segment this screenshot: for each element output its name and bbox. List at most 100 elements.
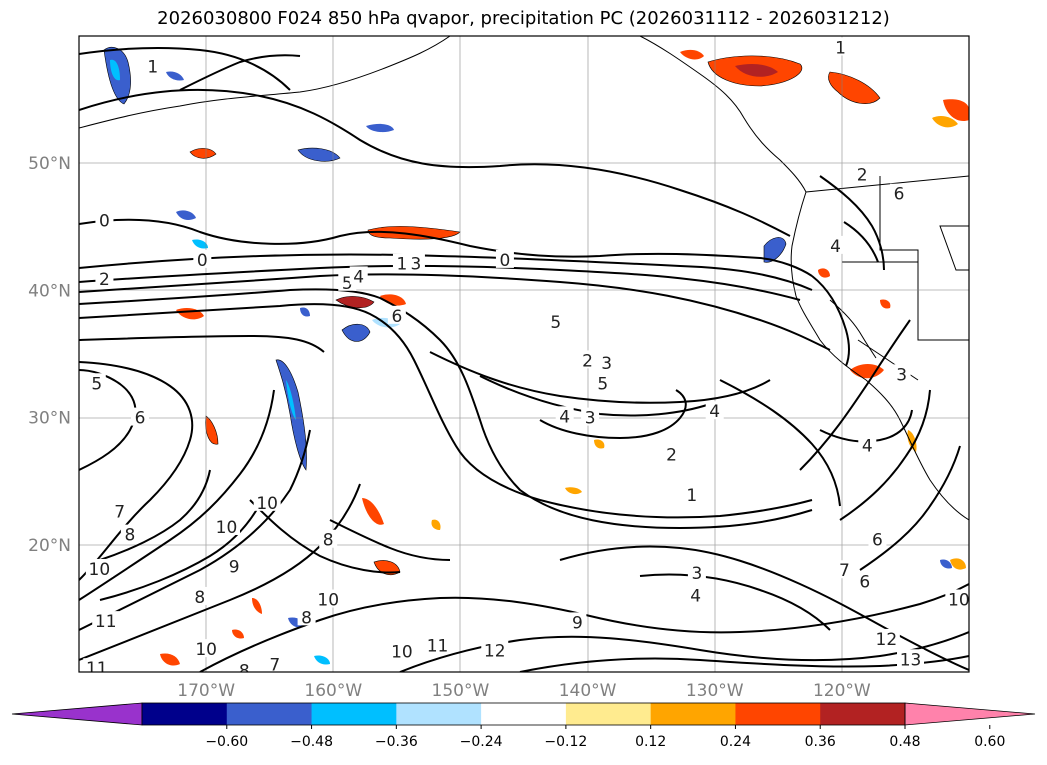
contour-label: 12: [484, 641, 506, 661]
contour-label-bg: [87, 373, 106, 392]
contour-label: 10: [216, 518, 238, 538]
contour-label: 1: [686, 486, 697, 506]
map-title: 2026030800 F024 850 hPa qvapor, precipit…: [157, 8, 890, 29]
contour-label-bg: [424, 635, 452, 654]
contour-label: 3: [411, 255, 422, 275]
longitude-labels: 170°W 160°W 150°W 140°W 130°W 120°W: [177, 681, 871, 701]
contour-label: 9: [572, 613, 583, 633]
contour-label: 5: [550, 313, 561, 333]
contour-label: 11: [86, 659, 108, 679]
contour-label: 8: [323, 531, 334, 551]
contour-label-bg: [687, 562, 706, 581]
colorbar-tick-label: −0.60: [205, 734, 248, 750]
contour-label: 4: [559, 407, 570, 427]
contour-label-bg: [143, 56, 162, 75]
colorbar-extend-max: [904, 702, 1036, 726]
contour-label: 13: [900, 650, 922, 670]
contour-label: 10: [89, 560, 111, 580]
contour-label: 6: [859, 573, 870, 593]
contour-label-bg: [945, 589, 969, 608]
contour-label-bg: [872, 628, 900, 647]
lon-tick-label: 160°W: [304, 681, 362, 701]
contour-label-bg: [297, 607, 316, 626]
contour-label-bg: [95, 210, 114, 229]
contour-label: 10: [256, 494, 278, 514]
contour-label-bg: [95, 268, 114, 287]
contour-label-bg: [265, 654, 284, 672]
contour-label: 0: [197, 251, 208, 271]
contour-label: 7: [839, 561, 850, 581]
contour-label-bg: [349, 266, 368, 285]
contour-label: 10: [195, 640, 217, 660]
contour-label-bg: [555, 406, 574, 425]
contour-label: 8: [239, 662, 250, 682]
contour-label-bg: [831, 37, 850, 56]
contour-label-bg: [578, 350, 597, 369]
contour-label: 4: [709, 402, 720, 422]
colorbar-tick-label: −0.48: [290, 734, 333, 750]
contour-label-bg: [568, 612, 587, 631]
contour-label-bg: [92, 611, 120, 630]
coastlines: [79, 36, 969, 521]
contour-label: 8: [301, 608, 312, 628]
contour-label: 8: [124, 526, 135, 546]
contour-label-bg: [192, 639, 220, 658]
contour-label-bg: [495, 249, 514, 268]
colorbar-extend-min: [11, 702, 143, 726]
contour-label-bg: [235, 660, 254, 672]
contour-label-bg: [253, 492, 281, 511]
lat-tick-label: 40°N: [28, 281, 71, 301]
contour-label: 10: [391, 643, 413, 663]
lat-tick-label: 50°N: [28, 154, 71, 174]
colorbar-segment: [311, 703, 397, 725]
contour-label: 2: [666, 445, 677, 465]
contour-label: 3: [585, 409, 596, 429]
contour-label-bg: [597, 352, 616, 371]
contour-label-bg: [892, 364, 911, 383]
contour-label-bg: [392, 253, 411, 272]
contour-label-bg: [593, 373, 612, 392]
contour-label-bg: [387, 305, 406, 324]
contour-label: 4: [353, 267, 364, 287]
latitude-labels: 50°N 40°N 30°N 20°N: [28, 154, 71, 556]
contour-label-bg: [853, 164, 872, 183]
map-frame: [78, 35, 970, 673]
contour-label-bg: [314, 589, 342, 608]
contour-label: 1: [397, 255, 408, 275]
contour-label: 7: [114, 503, 125, 523]
colorbar-segment: [142, 703, 228, 725]
contour-label: 0: [500, 251, 511, 271]
contour-label-bg: [546, 312, 565, 331]
colorbar-segment: [481, 703, 567, 725]
contour-label: 5: [342, 274, 353, 294]
contour-label-bg: [858, 435, 877, 454]
contour-label: 1: [835, 38, 846, 58]
colorbar: −0.60 −0.48 −0.36 −0.24 −0.12 0.12 0.24 0.36 0.4…: [11, 702, 1036, 750]
contour-label-bg: [705, 401, 724, 420]
contour-label-bg: [868, 529, 887, 548]
colorbar-frame: [141, 702, 906, 726]
contour-label-bg: [662, 444, 681, 463]
contour-label: 4: [690, 587, 701, 607]
contour-label-bg: [131, 407, 150, 426]
contour-label-bg: [897, 649, 925, 668]
contour-label-bg: [826, 235, 845, 254]
contour-label-bg: [120, 524, 139, 543]
contour-label: 5: [597, 374, 608, 394]
lat-tick-label: 20°N: [28, 536, 71, 556]
contour-label: 3: [692, 564, 703, 584]
colorbar-tick-label: −0.24: [460, 734, 503, 750]
contour-label-bg: [686, 585, 705, 604]
contour-label: 10: [317, 590, 339, 610]
contour-label: 6: [391, 307, 402, 327]
contour-label-bg: [225, 556, 244, 575]
contour-label: 11: [427, 636, 449, 656]
qvapor-contours: [79, 46, 969, 672]
contour-label-bg: [319, 529, 338, 548]
contour-label: 3: [896, 365, 907, 385]
contour-label: 2: [857, 166, 868, 186]
contour-label: 1: [147, 58, 158, 78]
